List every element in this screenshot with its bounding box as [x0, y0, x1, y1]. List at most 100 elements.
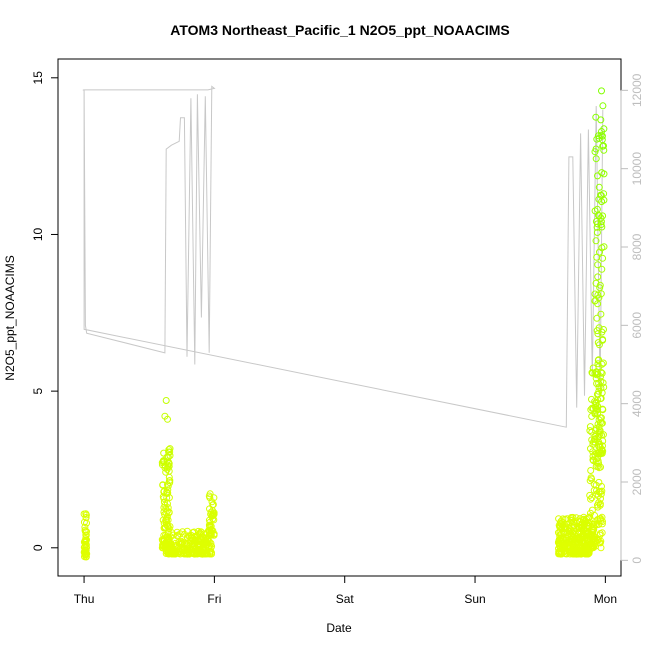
x-axis: Thu Fri Sat Sun Mon	[74, 575, 617, 606]
data-point	[162, 397, 170, 404]
data-point	[593, 229, 601, 236]
data-point	[592, 279, 600, 287]
data-point	[187, 531, 195, 539]
data-point	[600, 383, 608, 391]
data-point	[597, 544, 605, 552]
data-point	[558, 525, 566, 533]
data-point	[597, 310, 605, 318]
data-point	[595, 428, 603, 436]
data-point	[598, 198, 606, 206]
data-point	[166, 445, 174, 453]
data-point	[210, 516, 218, 524]
data-point	[595, 448, 603, 456]
data-point	[165, 540, 173, 548]
data-point	[593, 314, 601, 322]
data-point	[594, 390, 602, 398]
data-point	[594, 300, 602, 308]
data-point	[586, 427, 594, 435]
data-point	[203, 539, 211, 547]
data-point	[160, 504, 168, 511]
data-point	[183, 550, 191, 558]
y2-tick-label: 12000	[630, 73, 644, 107]
data-point	[585, 549, 593, 557]
data-point	[595, 488, 603, 496]
data-point	[593, 253, 601, 261]
data-point	[579, 525, 587, 533]
data-point	[598, 360, 606, 368]
data-point	[600, 146, 608, 154]
data-point	[165, 508, 173, 516]
data-point	[586, 491, 594, 499]
data-point	[197, 542, 205, 550]
data-point	[594, 402, 601, 410]
y-axis-label: N2O5_ppt_NOAACIMS	[3, 255, 17, 380]
data-point	[164, 415, 171, 423]
data-point	[598, 482, 605, 490]
data-point	[162, 547, 170, 555]
data-point	[570, 518, 578, 526]
data-point	[163, 507, 171, 515]
data-point	[208, 542, 216, 550]
data-point	[201, 545, 209, 553]
data-point	[164, 463, 172, 471]
data-point	[587, 495, 595, 503]
data-point	[586, 513, 594, 521]
data-point	[81, 523, 89, 531]
data-point	[210, 509, 218, 517]
data-point	[598, 328, 606, 336]
data-point	[206, 523, 214, 531]
y2-tick-label: 4000	[630, 390, 644, 417]
data-point	[598, 529, 606, 537]
data-point	[175, 549, 183, 557]
data-point	[183, 527, 191, 535]
data-point	[594, 450, 602, 458]
data-point	[573, 524, 581, 532]
data-point	[590, 457, 597, 465]
data-point	[594, 339, 602, 347]
data-point	[196, 529, 204, 537]
data-point	[597, 191, 605, 199]
data-point	[598, 244, 606, 252]
data-point	[82, 531, 90, 539]
data-point	[592, 404, 600, 411]
y-axis-right: 0 2000 4000 6000 8000 10000 12000	[620, 73, 644, 564]
data-point	[184, 545, 192, 553]
data-point	[593, 380, 601, 387]
data-point	[595, 499, 603, 507]
data-point	[592, 155, 600, 163]
data-point	[588, 412, 596, 420]
data-point	[593, 205, 601, 213]
data-point	[580, 548, 588, 556]
data-point	[595, 183, 603, 191]
data-point	[570, 550, 578, 558]
data-point	[170, 548, 178, 556]
data-point	[164, 500, 171, 508]
secondary-series	[82, 85, 604, 428]
data-point	[594, 370, 602, 378]
data-point	[558, 529, 566, 537]
data-point	[593, 490, 601, 498]
data-point	[175, 539, 183, 546]
data-point	[599, 102, 607, 110]
data-point	[598, 169, 606, 177]
data-point	[82, 514, 90, 522]
data-point	[179, 528, 186, 536]
data-point	[592, 237, 600, 245]
y-tick-label: 15	[31, 71, 45, 85]
data-point	[163, 490, 171, 497]
data-point	[591, 290, 599, 298]
data-point	[589, 456, 597, 464]
data-point	[592, 371, 600, 379]
data-point	[83, 550, 91, 558]
data-point	[166, 448, 174, 456]
data-point	[599, 254, 607, 262]
secondary-line	[82, 85, 604, 428]
data-point	[591, 432, 599, 440]
data-point	[600, 142, 607, 150]
data-point	[162, 521, 170, 529]
data-point	[592, 399, 600, 407]
data-point	[592, 218, 600, 225]
x-tick-label: Sat	[336, 592, 355, 606]
data-point	[557, 517, 565, 525]
